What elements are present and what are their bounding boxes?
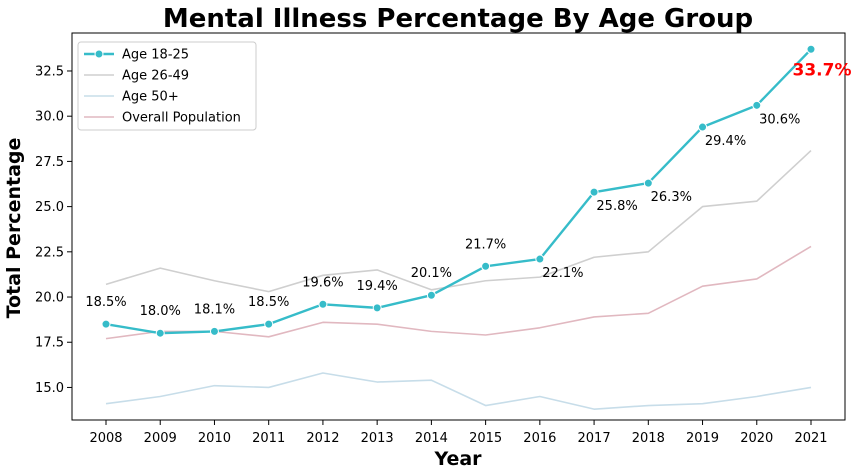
data-point-2015 [481,261,491,271]
data-label-2021: 33.7% [793,60,852,80]
data-label-2011: 18.5% [248,295,289,310]
data-label-2012: 19.6% [302,275,343,290]
x-tick-label-2011: 2011 [252,431,285,446]
x-tick-label-2009: 2009 [144,431,177,446]
data-point-2013 [372,303,382,313]
data-point-2020 [752,100,762,110]
legend-box [77,41,257,131]
data-point-2014 [426,290,436,300]
data-label-2019: 29.4% [705,134,746,149]
data-point-2019 [698,122,708,132]
data-point-2012 [318,299,328,309]
y-axis-label: Total Percentage [3,138,25,319]
series-line-3 [105,245,812,340]
data-label-2015: 21.7% [465,237,506,252]
data-label-2008: 18.5% [85,295,126,310]
data-point-2017 [589,187,599,197]
x-tick-label-2015: 2015 [469,431,502,446]
data-point-2009 [155,328,165,338]
y-tick-label-5: 27.5 [35,155,64,170]
x-tick-label-2008: 2008 [89,431,122,446]
x-tick-label-2020: 2020 [740,431,773,446]
data-label-2017: 25.8% [596,199,637,214]
y-tick-label-7: 32.5 [35,64,64,79]
series-line-1 [105,149,812,293]
data-point-2016 [535,254,545,264]
data-label-2009: 18.0% [140,304,181,319]
x-tick-label-2010: 2010 [198,431,231,446]
y-tick-label-3: 22.5 [35,245,64,260]
legend-entry-2: Age 50+ [122,90,179,105]
chart-title: Mental Illness Percentage By Age Group [163,4,753,34]
x-tick-label-2019: 2019 [686,431,719,446]
data-point-2021 [806,44,816,54]
data-point-2011 [264,319,274,329]
legend-entry-3: Overall Population [122,111,241,126]
legend-marker-0 [94,49,104,59]
data-point-2018 [643,178,653,188]
data-point-2010 [209,326,219,336]
x-tick-label-2018: 2018 [632,431,665,446]
y-tick-label-6: 30.0 [35,110,64,125]
y-tick-label-1: 17.5 [35,336,64,351]
series-line-0 [105,48,812,335]
y-tick-label-0: 15.0 [35,381,64,396]
x-tick-label-2021: 2021 [794,431,827,446]
x-axis-label: Year [433,448,482,470]
plot-area: 2008 2009 2010 2011 2012 2013 2014 2015 2016 2017… [35,32,852,446]
x-tick-label-2013: 2013 [361,431,394,446]
data-point-2008 [101,319,111,329]
x-tick-label-2017: 2017 [578,431,611,446]
data-label-2020: 30.6% [759,112,800,127]
x-tick-label-2016: 2016 [523,431,556,446]
series-line-2 [105,372,812,410]
data-label-2010: 18.1% [194,302,235,317]
plot-frame [71,32,846,421]
x-tick-label-2012: 2012 [306,431,339,446]
legend: Age 18-25 Age 26-49 Age 50+ Overall Populat… [77,41,257,131]
y-tick-label-4: 25.0 [35,200,64,215]
legend-entry-0: Age 18-25 [122,48,189,63]
x-tick-label-2014: 2014 [415,431,448,446]
data-label-2018: 26.3% [651,190,692,205]
y-tick-label-2: 20.0 [35,291,64,306]
data-label-2014: 20.1% [411,266,452,281]
legend-entry-1: Age 26-49 [122,69,189,84]
data-label-2016: 22.1% [542,266,583,281]
data-label-2013: 19.4% [356,279,397,294]
